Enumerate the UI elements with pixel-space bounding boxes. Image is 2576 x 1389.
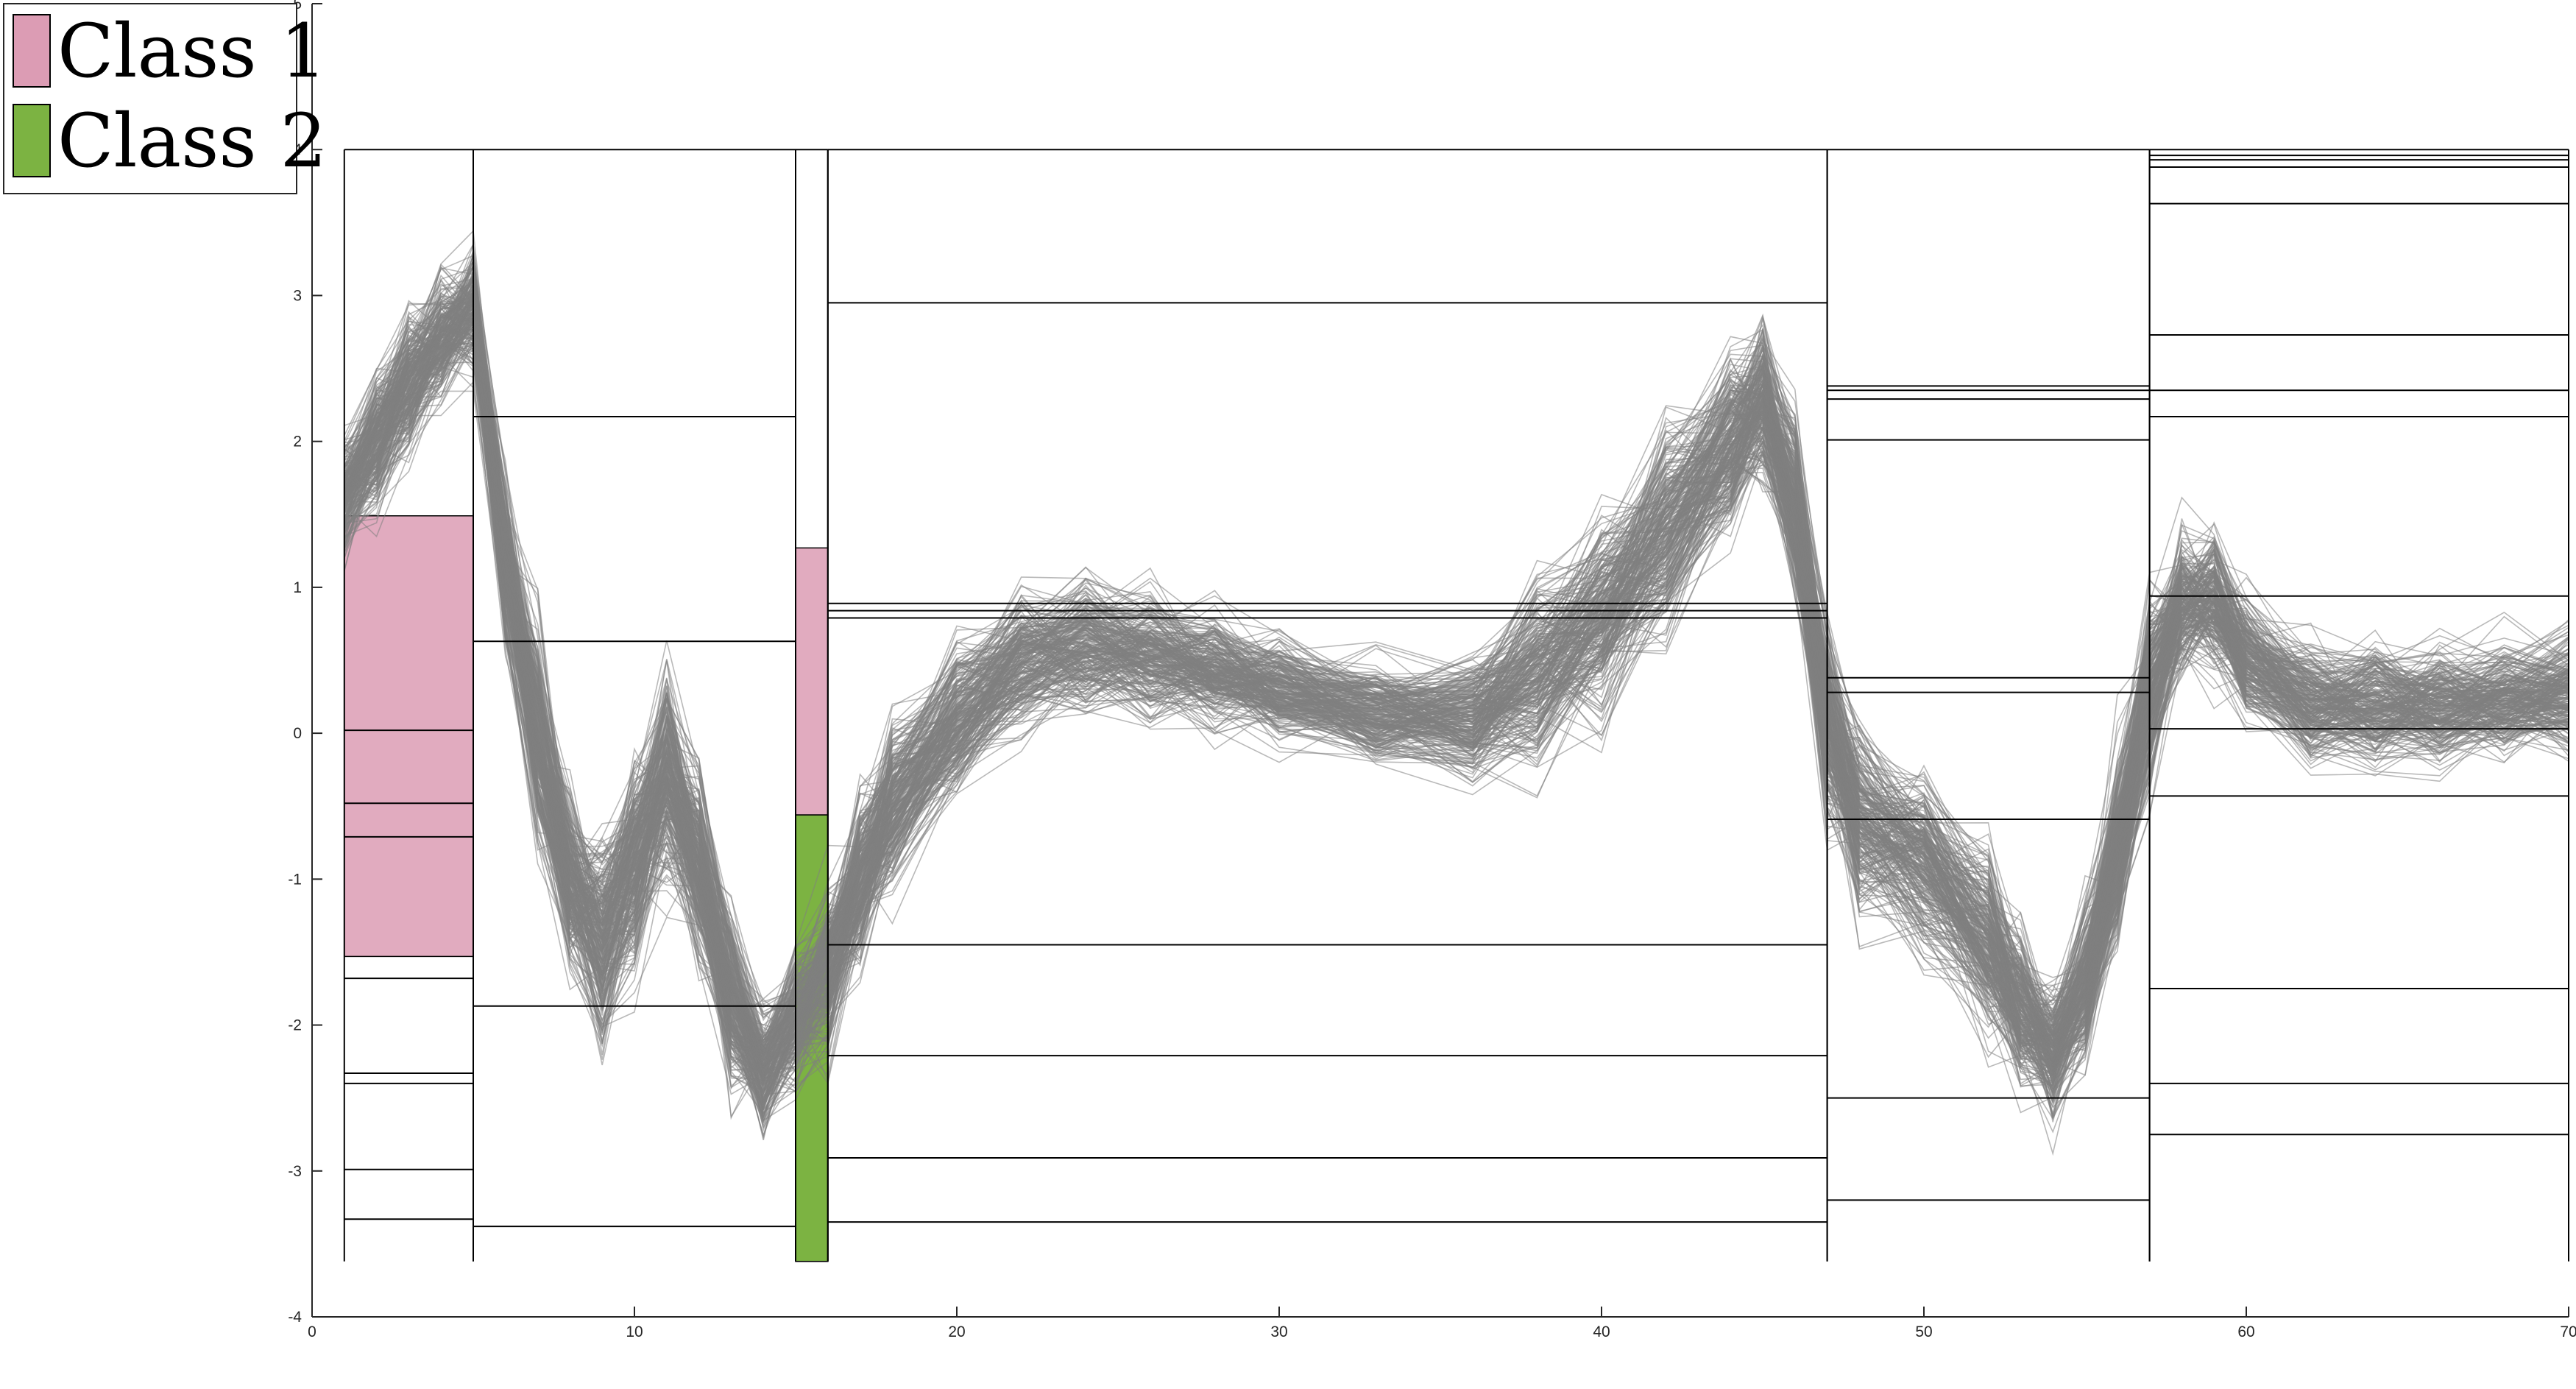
- x-tick-label: 20: [948, 1323, 965, 1340]
- class-region-class-1: [795, 547, 829, 816]
- sample-curve: [344, 291, 2569, 1086]
- legend-swatch-class-1: [13, 14, 51, 88]
- class-region-class-1: [344, 515, 474, 958]
- interval-segments: [343, 149, 2569, 1262]
- sample-curve: [344, 301, 2569, 1078]
- legend-box: [3, 3, 297, 194]
- x-tick-label: 0: [308, 1323, 316, 1340]
- x-tick-label: 50: [1915, 1323, 1932, 1340]
- y-tick-label: -1: [288, 871, 302, 888]
- x-tick-label: 40: [1593, 1323, 1610, 1340]
- y-tick-label: 2: [293, 434, 302, 450]
- y-tick-label: 3: [293, 287, 302, 304]
- legend-label: Class 1: [57, 8, 327, 94]
- y-tick-label: 5: [293, 0, 302, 13]
- sample-curve: [344, 316, 2569, 1089]
- legend-swatch-class-2: [13, 104, 51, 177]
- y-tick-label: -2: [288, 1017, 302, 1034]
- sample-curve: [344, 283, 2569, 1096]
- y-tick-label: 0: [293, 725, 302, 742]
- x-tick-label: 70: [2560, 1323, 2576, 1340]
- legend-label: Class 2: [57, 98, 327, 184]
- sample-curves: [344, 230, 2569, 1156]
- y-tick-label: 1: [293, 579, 302, 596]
- x-tick-label: 10: [626, 1323, 643, 1340]
- y-tick-label: -3: [288, 1163, 302, 1180]
- y-tick-label: -4: [288, 1309, 302, 1326]
- x-tick-label: 30: [1270, 1323, 1287, 1340]
- x-tick-label: 60: [2237, 1323, 2254, 1340]
